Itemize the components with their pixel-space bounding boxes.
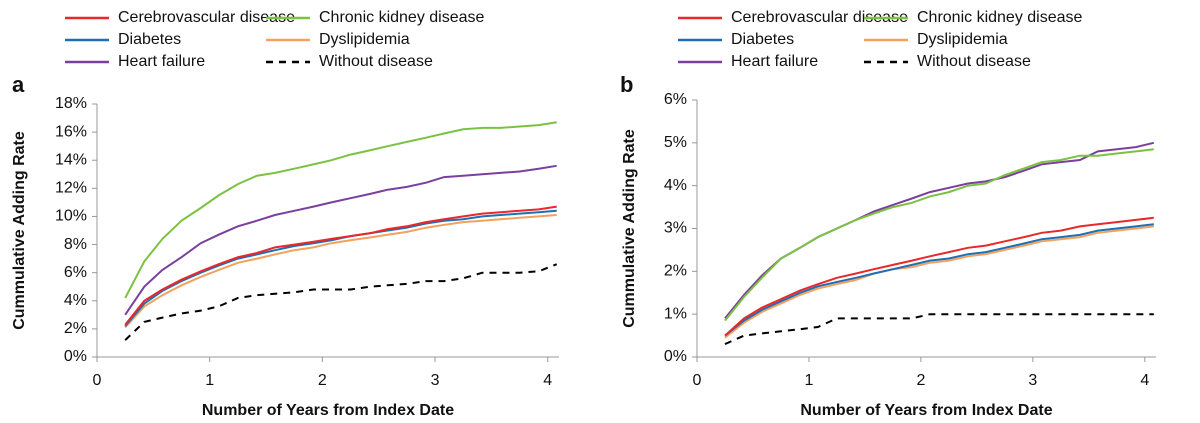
legend-label: Dyslipidemia — [917, 31, 1008, 48]
y-tick-label: 4% — [664, 177, 687, 194]
x-tick-label: 2 — [916, 372, 925, 389]
x-tick-label: 1 — [205, 372, 214, 389]
series-line — [724, 148, 1154, 322]
y-tick-label: 16% — [55, 123, 87, 140]
y-tick-label: 18% — [55, 95, 87, 112]
x-tick-label: 0 — [93, 372, 102, 389]
series-line — [724, 225, 1154, 339]
y-tick-label: 4% — [64, 292, 87, 309]
x-tick-label: 4 — [1140, 372, 1149, 389]
y-tick-label: 3% — [664, 220, 687, 237]
y-axis-title: Cummulative Adding Rate — [11, 131, 28, 330]
y-tick-label: 12% — [55, 180, 87, 197]
x-tick-label: 0 — [693, 372, 702, 389]
y-tick-label: 8% — [64, 236, 87, 253]
y-tick-label: 10% — [55, 208, 87, 225]
legend-label: Heart failure — [731, 53, 818, 70]
series-line — [124, 164, 557, 316]
x-axis-title: Number of Years from Index Date — [800, 402, 1052, 419]
legend-label: Heart failure — [118, 53, 205, 70]
legend-label: Without disease — [319, 53, 433, 70]
legend-label: Chronic kidney disease — [319, 9, 485, 26]
series-line — [724, 313, 1154, 346]
legend-label: Diabetes — [118, 31, 181, 48]
x-tick-label: 3 — [431, 372, 440, 389]
series-line — [124, 214, 557, 329]
series-line — [124, 263, 558, 341]
legend-label: Cerebrovascular disease — [731, 9, 908, 26]
x-axis-title: Number of Years from Index Date — [202, 402, 454, 419]
series-line — [124, 205, 557, 326]
series-line — [124, 121, 557, 299]
legend-label: Cerebrovascular disease — [118, 9, 295, 26]
y-tick-label: 0% — [664, 348, 687, 365]
x-tick-label: 3 — [1028, 372, 1037, 389]
legend-label: Dyslipidemia — [319, 31, 410, 48]
y-tick-label: 2% — [664, 263, 687, 280]
legend-label: Chronic kidney disease — [917, 9, 1083, 26]
y-tick-label: 2% — [64, 320, 87, 337]
series-line — [124, 209, 557, 327]
series-line — [724, 223, 1154, 337]
y-tick-label: 6% — [64, 264, 87, 281]
series-line — [724, 141, 1155, 320]
y-tick-label: 14% — [55, 151, 87, 168]
panel-label: a — [12, 72, 25, 97]
y-tick-label: 1% — [664, 305, 687, 322]
legend-label: Without disease — [917, 53, 1031, 70]
y-tick-label: 6% — [664, 91, 687, 108]
y-tick-label: 5% — [664, 134, 687, 151]
legend-label: Diabetes — [731, 31, 794, 48]
series-line — [724, 216, 1154, 337]
y-axis-title: Cummulative Adding Rate — [621, 129, 638, 328]
x-tick-label: 2 — [318, 372, 327, 389]
x-tick-label: 1 — [804, 372, 813, 389]
panel-label: b — [620, 72, 633, 97]
x-tick-label: 4 — [543, 372, 552, 389]
y-tick-label: 0% — [64, 348, 87, 365]
